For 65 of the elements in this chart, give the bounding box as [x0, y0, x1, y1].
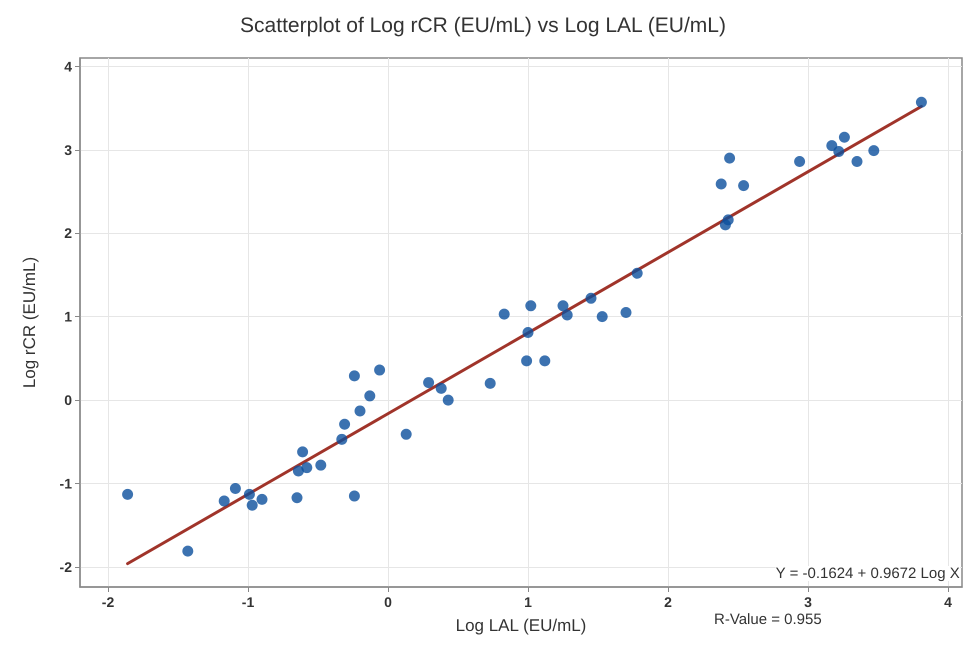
point	[498, 308, 510, 320]
x-tick-label: -2	[102, 594, 114, 610]
point	[256, 494, 268, 505]
x-tick-label: 4	[944, 594, 952, 610]
point	[586, 292, 596, 304]
point	[722, 214, 734, 226]
point	[315, 460, 326, 471]
x-tick-label: 3	[804, 594, 812, 610]
point	[852, 156, 862, 167]
y-tick-label: 1	[64, 308, 72, 325]
x-axis-title: Log LAL (EU/mL)	[456, 616, 586, 635]
point	[442, 394, 454, 406]
point	[301, 462, 312, 474]
point	[724, 152, 736, 164]
point	[354, 405, 366, 416]
point	[292, 492, 302, 504]
point	[716, 178, 727, 190]
point	[423, 377, 434, 388]
point	[374, 364, 386, 376]
point	[364, 390, 376, 402]
point	[246, 500, 258, 511]
point	[868, 145, 880, 156]
y-tick-label: 2	[64, 225, 72, 242]
point	[230, 483, 241, 494]
point	[833, 146, 844, 157]
point	[484, 378, 496, 389]
point	[596, 311, 608, 322]
point	[182, 546, 194, 557]
annotation: Y = -0.1624 + 0.9672 Log X	[776, 565, 960, 582]
x-tick-label: -1	[242, 594, 254, 610]
point	[826, 140, 838, 152]
point	[794, 156, 806, 167]
point	[521, 355, 532, 366]
point	[292, 466, 304, 477]
point	[522, 327, 534, 338]
point	[297, 446, 308, 458]
point	[348, 370, 360, 382]
point	[838, 132, 850, 143]
point	[218, 496, 230, 507]
point	[738, 180, 750, 192]
x-tick-label: 1	[524, 594, 532, 610]
point	[562, 309, 573, 320]
x-tick-label: 0	[384, 594, 392, 610]
point	[122, 488, 134, 500]
point	[244, 488, 255, 500]
y-tick-label: 4	[64, 58, 72, 74]
x-tick-label: 2	[664, 594, 672, 610]
point	[436, 382, 447, 394]
point	[620, 306, 632, 318]
y-tick-label: 3	[64, 142, 72, 158]
chart-title: Scatterplot of Log rCR (EU/mL) vs Log LAL (EU/mL)	[240, 14, 726, 37]
point	[348, 490, 360, 502]
point	[558, 300, 568, 312]
y-axis-title: Log rCR (EU/mL)	[20, 256, 39, 388]
point	[539, 355, 550, 366]
point	[916, 96, 927, 108]
point	[400, 428, 412, 440]
point	[525, 300, 536, 312]
point	[339, 418, 350, 430]
point	[632, 268, 643, 279]
point	[336, 434, 348, 445]
y-tick-label: 0	[64, 392, 72, 408]
y-tick-label: -1	[60, 476, 72, 492]
y-tick-label: -2	[60, 558, 72, 575]
text: R-Value = 0.955	[714, 611, 822, 628]
